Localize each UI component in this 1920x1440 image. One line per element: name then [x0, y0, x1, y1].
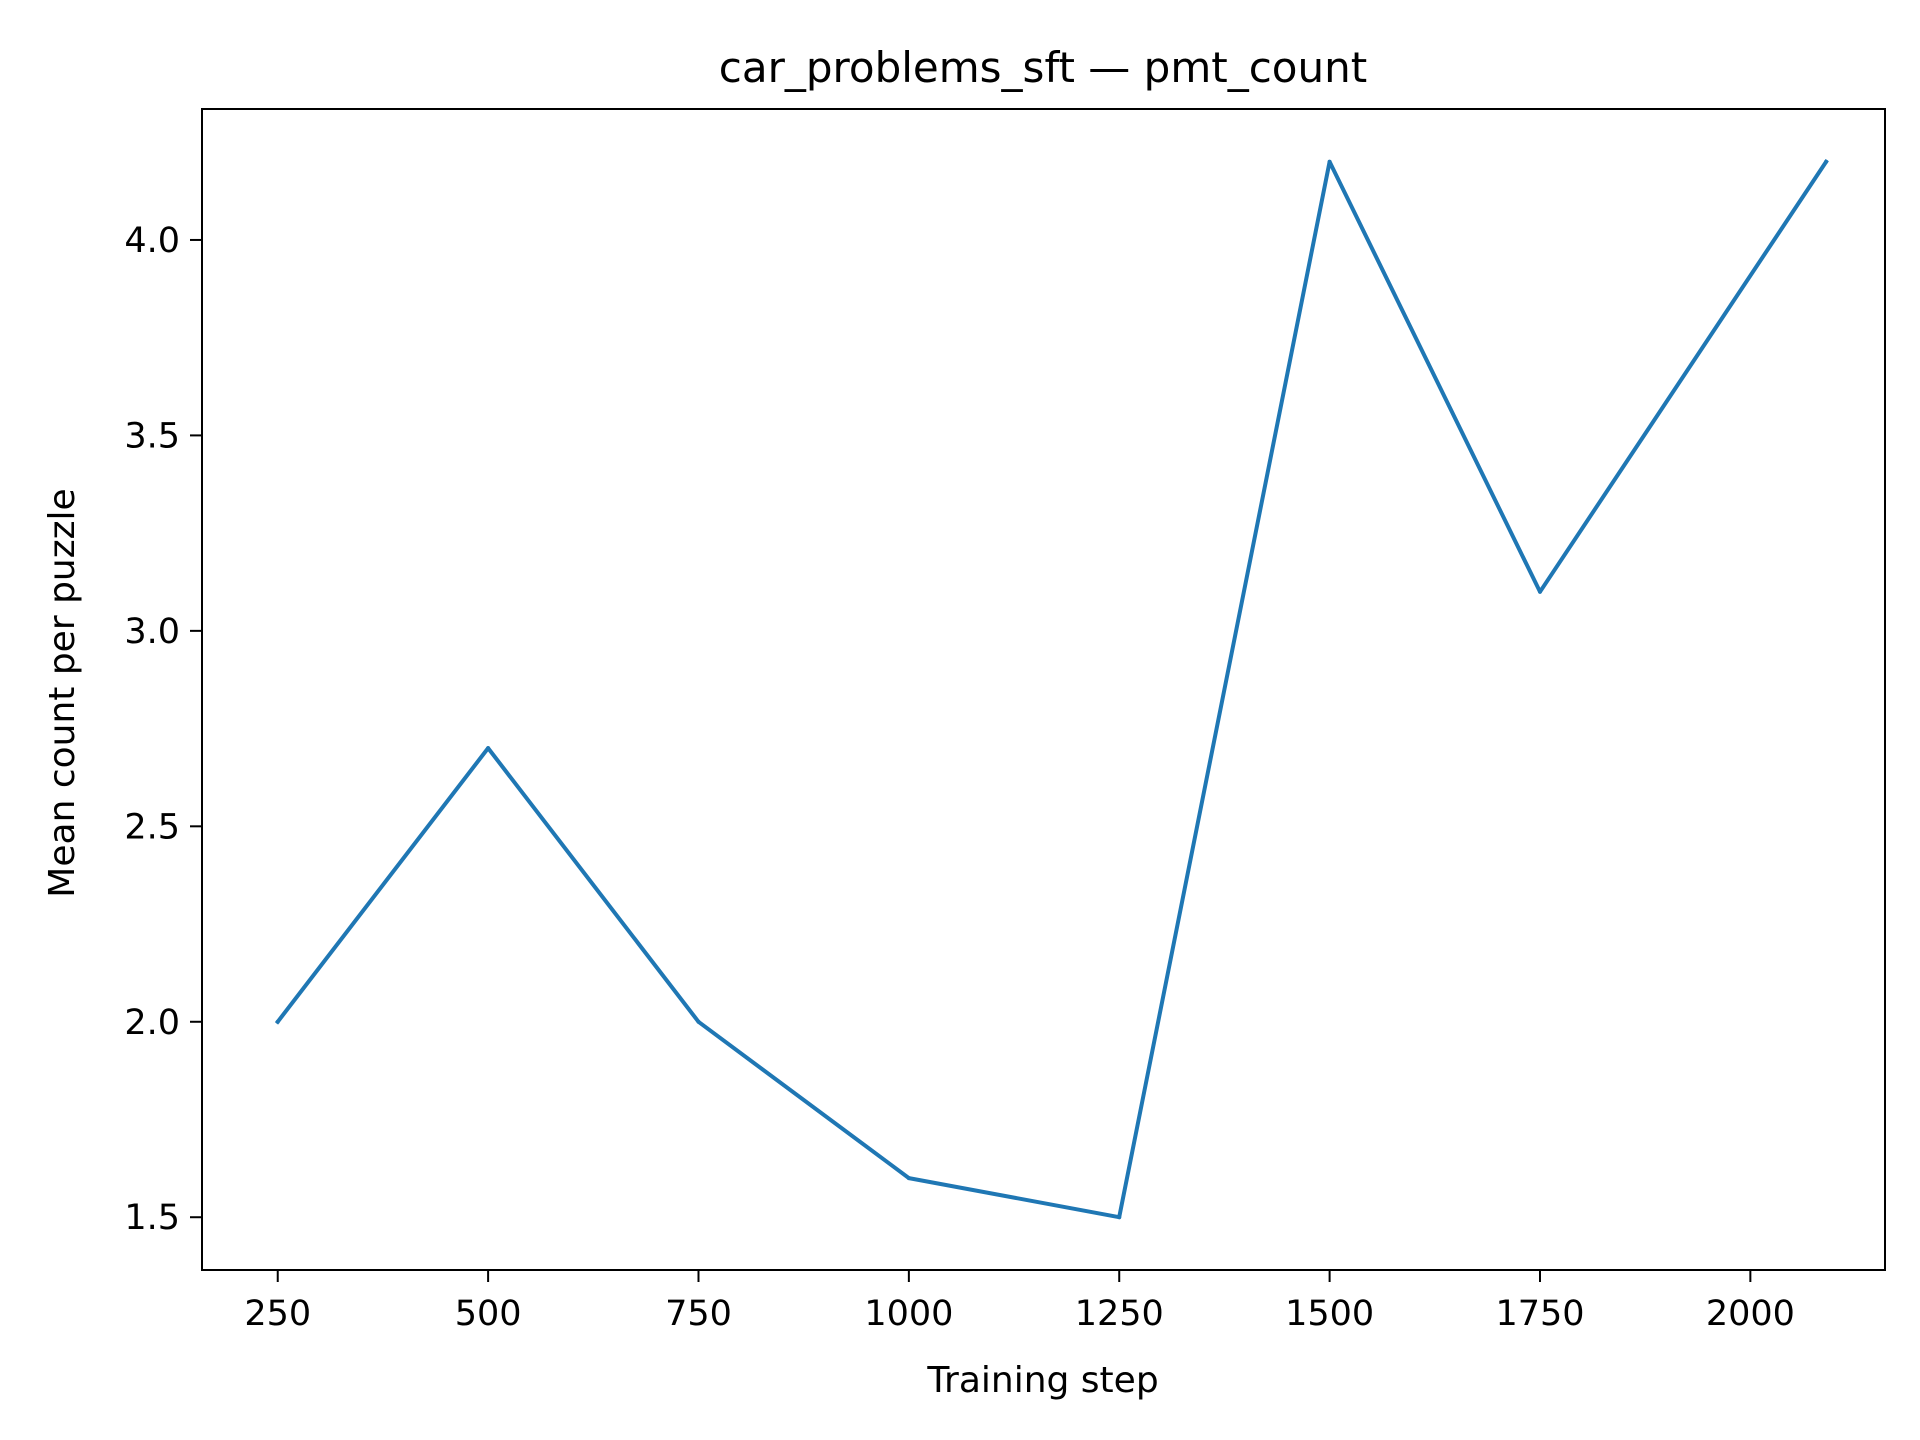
data-point [1537, 589, 1542, 594]
y-tick-label: 2.0 [124, 1003, 180, 1043]
data-point [1327, 159, 1332, 164]
y-axis-ticks: 1.5 2.0 2.5 3.0 3.5 4.0 [124, 221, 202, 1238]
y-tick-label: 1.5 [124, 1198, 180, 1238]
chart-title: car_problems_sft — pmt_count [719, 43, 1367, 92]
x-tick-label: 1250 [1075, 1294, 1164, 1334]
x-tick-label: 1000 [864, 1294, 953, 1334]
series-layer [274, 159, 1829, 1220]
data-point [696, 1019, 701, 1024]
y-tick-label: 2.5 [124, 807, 180, 847]
x-tick-label: 1750 [1495, 1294, 1584, 1334]
plot-area-frame [201, 108, 1886, 1271]
data-point [275, 1019, 280, 1024]
data-point [1824, 159, 1829, 164]
x-axis-ticks: 250 500 750 1000 1250 1500 1750 2000 [244, 1270, 1795, 1334]
x-tick-label: 250 [244, 1294, 311, 1334]
data-point [906, 1176, 911, 1181]
y-tick-label: 3.0 [124, 612, 180, 652]
x-tick-label: 2000 [1706, 1294, 1795, 1334]
x-axis-label: Training step [926, 1360, 1158, 1401]
y-axis-label: Mean count per puzzle [42, 488, 83, 897]
series-line [274, 159, 1829, 1220]
x-tick-label: 1500 [1285, 1294, 1374, 1334]
x-tick-label: 750 [665, 1294, 732, 1334]
data-point [1117, 1215, 1122, 1220]
data-point [486, 746, 491, 751]
y-tick-label: 3.5 [124, 416, 180, 456]
x-tick-label: 500 [455, 1294, 522, 1334]
y-tick-label: 4.0 [124, 221, 180, 261]
